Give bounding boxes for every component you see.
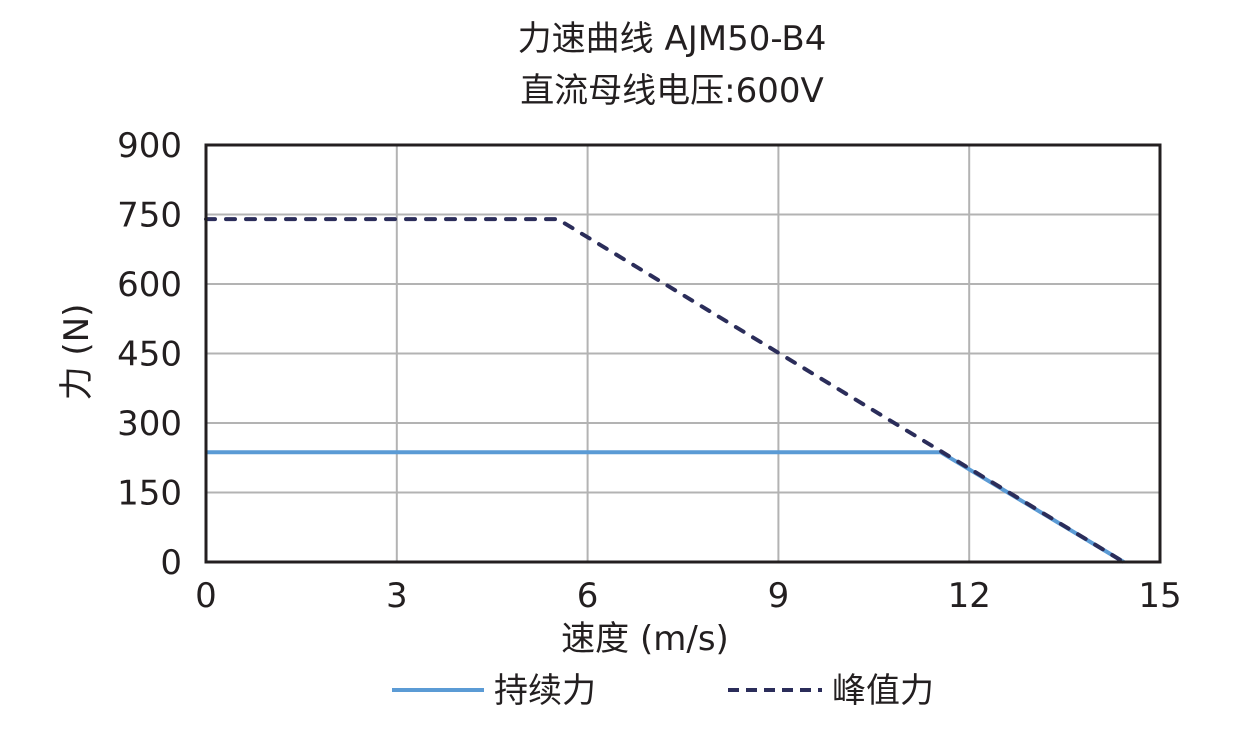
y-tick-label: 300 — [117, 404, 182, 444]
y-tick-label: 900 — [117, 126, 182, 166]
plot-frame — [204, 143, 1162, 564]
legend: 持续力 峰值力 — [392, 671, 934, 711]
x-tick-label: 9 — [768, 576, 790, 616]
x-tick-label: 15 — [1138, 576, 1181, 616]
x-tick-label: 3 — [386, 576, 408, 616]
y-tick-label: 600 — [117, 265, 182, 305]
chart-subtitle: 直流母线电压:600V — [520, 71, 824, 111]
x-tick-label: 12 — [948, 576, 991, 616]
y-tick-label: 150 — [117, 474, 182, 514]
y-tick-label: 0 — [160, 543, 182, 583]
y-axis-label: 力 (N) — [57, 304, 97, 401]
series-line-peak — [204, 217, 1126, 564]
legend-label-peak: 峰值力 — [832, 671, 934, 711]
chart-title: 力速曲线 AJM50-B4 — [518, 19, 827, 59]
y-tick-label: 450 — [117, 335, 182, 375]
x-axis-label: 速度 (m/s) — [561, 619, 729, 659]
x-tick-label: 0 — [195, 576, 217, 616]
series-lines — [204, 217, 1126, 564]
y-tick-label: 750 — [117, 196, 182, 236]
legend-label-continuous: 持续力 — [494, 671, 596, 711]
series-line-continuous — [206, 450, 1125, 564]
x-tick-label: 6 — [577, 576, 599, 616]
